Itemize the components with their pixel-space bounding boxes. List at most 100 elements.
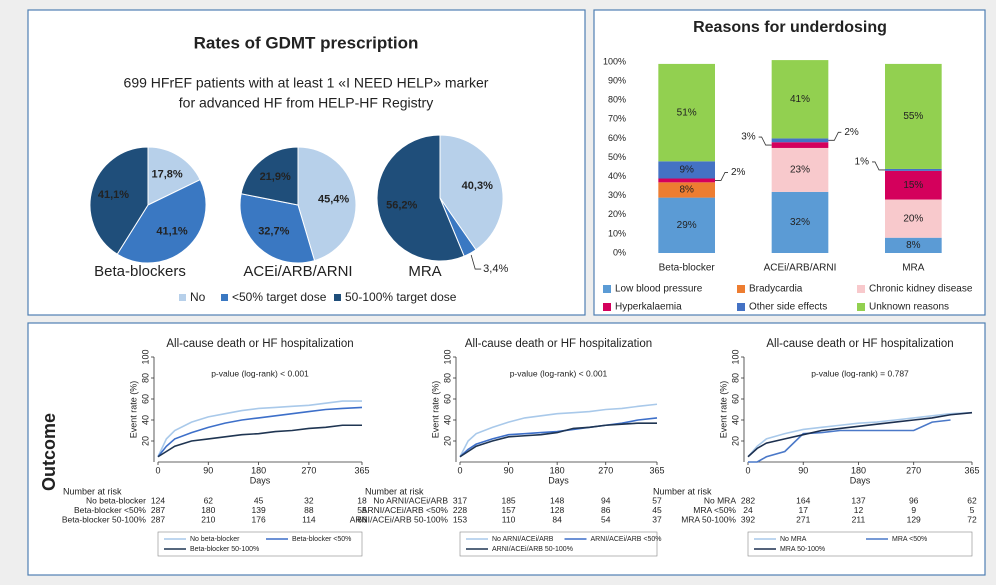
slice-label: 56,2% <box>386 200 417 212</box>
chart-title: Rates of GDMT prescription <box>194 33 419 52</box>
x-tick-label: 270 <box>906 465 921 475</box>
x-tick-label: 180 <box>550 465 565 475</box>
y-tick-label: 10% <box>608 228 626 238</box>
risk-count: 157 <box>501 505 515 515</box>
chart-subtitle: 699 HFrEF patients with at least 1 «I NE… <box>124 75 489 91</box>
legend-label: Chronic kidney disease <box>869 284 973 295</box>
y-tick-label: 20 <box>730 436 740 446</box>
risk-count: 271 <box>796 514 810 524</box>
y-tick-label: 100% <box>603 56 626 66</box>
bar-segment <box>658 197 715 253</box>
y-tick-label: 90% <box>608 75 626 85</box>
bar-label: 29% <box>677 220 697 231</box>
risk-count: 210 <box>201 514 215 524</box>
risk-count: 96 <box>909 495 919 505</box>
risk-row-label: Beta-blocker <50% <box>74 505 146 515</box>
risk-count: 9 <box>911 505 916 515</box>
km-curve <box>157 400 362 458</box>
risk-count: 37 <box>652 514 662 524</box>
bar-label: 55% <box>903 111 923 122</box>
bar-segment <box>885 170 942 200</box>
x-tick-label: 270 <box>598 465 613 475</box>
risk-count: 45 <box>652 505 662 515</box>
bar-label: 9% <box>679 165 694 176</box>
risk-count: 84 <box>552 514 562 524</box>
y-axis-label: Event rate (%) <box>718 381 728 439</box>
y-tick-label: 0% <box>613 247 626 257</box>
legend-label: No MRA <box>780 536 807 543</box>
legend-label: Unknown reasons <box>869 302 949 313</box>
pie-label: ACEi/ARB/ARNI <box>243 263 352 280</box>
pie-label: Beta-blockers <box>94 263 186 280</box>
pie-slice <box>89 146 149 255</box>
risk-count: 392 <box>741 514 755 524</box>
chart-title: All-cause death or HF hospitalization <box>465 338 652 350</box>
leader-line <box>872 161 885 171</box>
risk-row-label: MRA <50% <box>693 505 736 515</box>
y-tick-label: 30% <box>608 190 626 200</box>
risk-row-label: ARNI/ACEi/ARB 50-100% <box>350 514 449 524</box>
legend-label: ARNI/ACEi/ARB <50% <box>591 536 662 543</box>
risk-row-label: Beta-blocker 50-100% <box>62 514 147 524</box>
pie-slice <box>239 193 316 264</box>
risk-count: 180 <box>201 505 215 515</box>
risk-count: 86 <box>601 505 611 515</box>
bar-label: 2% <box>844 127 859 138</box>
legend-box <box>157 531 363 557</box>
y-axis-label: Event rate (%) <box>128 381 138 439</box>
legend-label: MRA <50% <box>892 536 927 543</box>
bar-segment <box>658 161 715 179</box>
x-tick-label: 365 <box>964 465 979 475</box>
risk-count: 12 <box>854 505 864 515</box>
bar-label: 20% <box>903 213 923 224</box>
risk-table-title: Number at risk <box>63 486 122 496</box>
x-tick-label: 90 <box>203 465 213 475</box>
risk-count: 128 <box>550 505 564 515</box>
risk-count: 66 <box>357 514 367 524</box>
y-tick-label: 50% <box>608 152 626 162</box>
x-tick-label: 365 <box>649 465 664 475</box>
bar-label: 3% <box>741 132 756 143</box>
bar-label: 8% <box>679 185 694 196</box>
legend-swatch <box>221 294 228 301</box>
risk-count: 18 <box>357 495 367 505</box>
bar-label: 2% <box>731 167 746 178</box>
legend-label: No ARNI/ACEi/ARB <box>492 536 554 543</box>
legend-label: Other side effects <box>749 302 827 313</box>
x-tick-label: 365 <box>354 465 369 475</box>
x-tick-label: 270 <box>301 465 316 475</box>
risk-count: 55 <box>357 505 367 515</box>
y-tick-label: 70% <box>608 114 626 124</box>
legend-swatch <box>179 294 186 301</box>
bar-segment <box>885 237 942 253</box>
km-curve <box>157 406 363 458</box>
km-curve <box>747 411 973 458</box>
slice-label: 3,4% <box>483 263 508 275</box>
legend-swatch <box>737 285 745 293</box>
slice-label: 41,1% <box>98 189 129 201</box>
risk-count: 211 <box>852 514 866 524</box>
bar-segment <box>885 63 942 169</box>
risk-count: 164 <box>796 495 810 505</box>
legend-label: Beta-blocker 50-100% <box>190 546 259 553</box>
bar-segment <box>885 168 942 171</box>
legend-swatch <box>737 303 745 311</box>
bar-segment <box>658 63 715 162</box>
y-axis-label: Event rate (%) <box>430 381 440 439</box>
y-tick-label: 40% <box>608 171 626 181</box>
y-tick-label: 20 <box>140 436 150 446</box>
km-curve <box>459 422 657 458</box>
legend-swatch <box>603 303 611 311</box>
risk-count: 139 <box>252 505 266 515</box>
risk-row-label: No ARNI/ACEi/ARB <box>373 495 448 505</box>
annotation: p-value (log-rank) < 0.001 <box>211 368 309 378</box>
risk-count: 62 <box>967 495 977 505</box>
legend-label: Hyperkalaemia <box>615 302 682 313</box>
risk-count: 282 <box>741 495 755 505</box>
annotation: p-value (log-rank) < 0.001 <box>510 368 608 378</box>
legend-label: No <box>190 290 206 304</box>
bar-label: 8% <box>906 240 921 251</box>
leader-line <box>758 136 772 146</box>
